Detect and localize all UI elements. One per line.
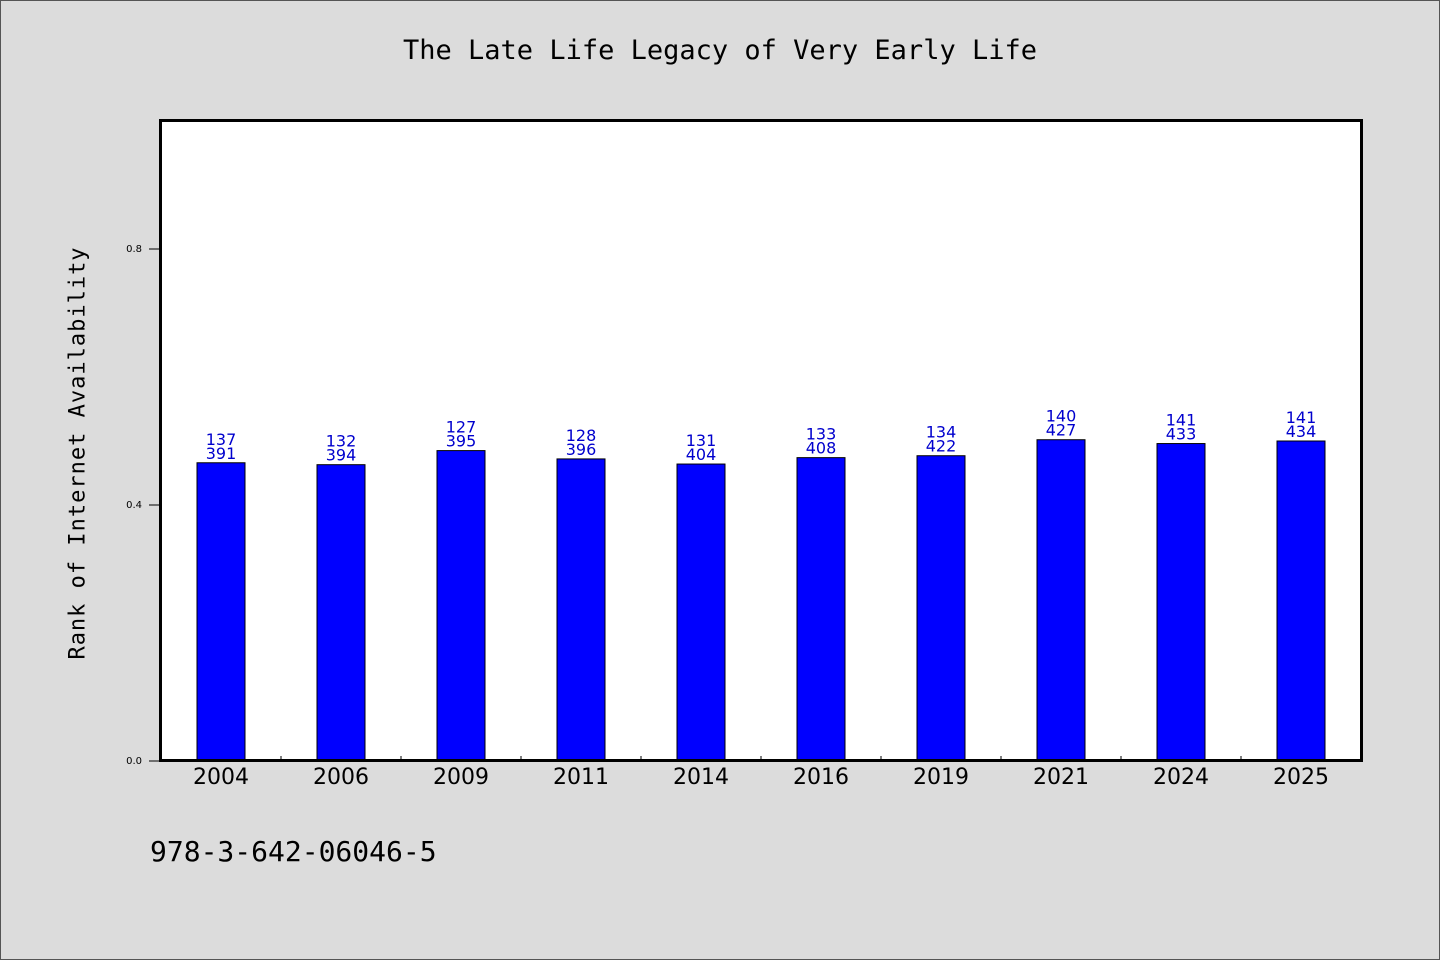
bar-label-top: 134: [926, 423, 957, 442]
y-tick-label: 0.0: [126, 756, 142, 767]
plot-frame: [159, 119, 1363, 762]
bar-2025: [1276, 440, 1326, 762]
bar-label-top: 141: [1166, 411, 1197, 430]
bar-label-bottom: 396: [566, 440, 597, 459]
bar-label-top: 128: [566, 426, 597, 445]
x-tick-label: 2009: [433, 765, 489, 790]
isbn-footer: 978-3-642-06046-5: [150, 835, 437, 868]
bar-label-bottom: 394: [326, 446, 357, 465]
bar-label-top: 132: [326, 432, 357, 451]
x-tick-label: 2011: [553, 765, 609, 790]
bar-2004: [196, 462, 246, 762]
x-tick-label: 2006: [313, 765, 369, 790]
bar-label-top: 133: [806, 425, 837, 444]
x-tick-label: 2014: [673, 765, 729, 790]
x-tick-label: 2024: [1153, 765, 1209, 790]
y-tick-label: 0.4: [126, 500, 142, 511]
bar-label-top: 137: [206, 430, 237, 449]
y-axis: 0.0 0.4 0.8: [126, 244, 161, 767]
bar-label-bottom: 433: [1166, 425, 1197, 444]
chart-title: The Late Life Legacy of Very Early Life: [403, 35, 1037, 66]
bar-label-bottom: 404: [686, 445, 717, 464]
bar-label-top: 131: [686, 431, 717, 450]
bar-2014: [676, 463, 726, 762]
bar-label-bottom: 395: [446, 432, 477, 451]
bar-2021: [1036, 439, 1086, 762]
bar-label-top: 140: [1046, 407, 1077, 426]
x-tick-label: 2004: [193, 765, 249, 790]
bar-2019: [916, 455, 966, 762]
bar-label-bottom: 434: [1286, 422, 1317, 441]
x-tick-label: 2021: [1033, 765, 1089, 790]
x-axis: 2004 2006 2009 2011 2014 2016 2019 2021 2024 2025: [193, 756, 1329, 790]
y-tick-label: 0.8: [126, 244, 142, 255]
bar-2024: [1156, 443, 1206, 762]
bar-label-bottom: 408: [806, 439, 837, 458]
bar-label-bottom: 427: [1046, 421, 1077, 440]
bar-label-top: 127: [446, 418, 477, 437]
bar-2009: [436, 450, 486, 762]
x-tick-label: 2019: [913, 765, 969, 790]
bar-label-bottom: 422: [926, 437, 957, 456]
bar-2011: [556, 458, 606, 762]
bars-group: [196, 439, 1326, 762]
bar-label-bottom: 391: [206, 444, 237, 463]
bar-2016: [796, 457, 846, 762]
x-tick-label: 2016: [793, 765, 849, 790]
x-tick-label: 2025: [1273, 765, 1329, 790]
bar-label-top: 141: [1286, 408, 1317, 427]
bar-2006: [316, 464, 366, 762]
